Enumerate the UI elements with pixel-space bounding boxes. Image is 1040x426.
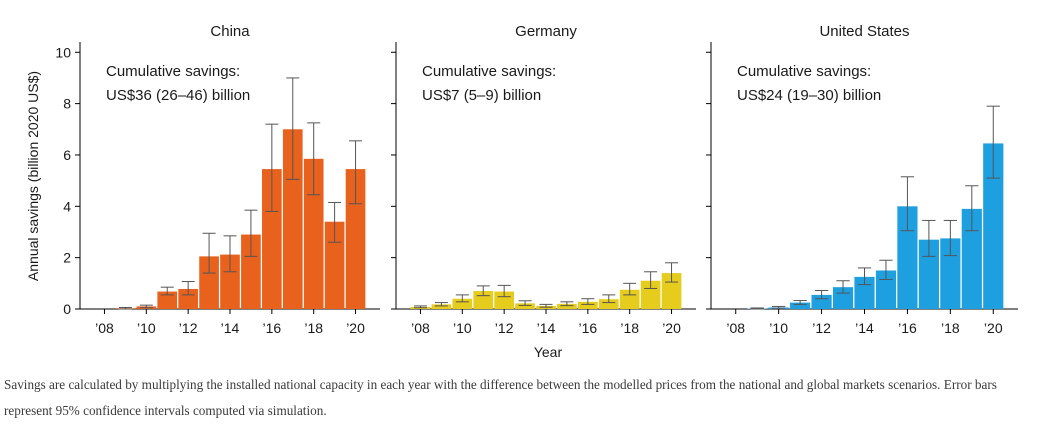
panel-title: China [210, 23, 250, 40]
panel-title: Germany [515, 23, 577, 40]
bar-2019 [324, 221, 345, 309]
x-tick-label: ’14 [537, 320, 556, 336]
y-tick-label: 6 [63, 147, 71, 163]
bar-2017 [598, 299, 619, 309]
bar-2011 [157, 291, 178, 309]
x-tick-label: ’18 [620, 320, 639, 336]
bar-2015 [241, 234, 261, 309]
x-tick-label: ’20 [984, 320, 1003, 336]
x-tick-label: ’16 [263, 320, 282, 336]
y-tick-label: 4 [63, 198, 71, 214]
bar-2011 [790, 302, 811, 309]
bar-2016 [897, 206, 918, 309]
bar-2017 [282, 129, 303, 309]
x-tick-label: ’20 [346, 320, 365, 336]
x-tick-label: ’10 [769, 320, 788, 336]
x-tick-label: ’10 [137, 320, 156, 336]
bar-2010 [452, 298, 473, 309]
panel-title: United States [819, 23, 909, 40]
bar-2019 [640, 280, 661, 309]
x-tick-label: ’12 [812, 320, 831, 336]
x-tick-label: ’16 [898, 320, 917, 336]
bar-2016 [262, 169, 282, 309]
x-tick-label: ’14 [221, 320, 240, 336]
cumulative-savings-annotation: US$36 (26–46) billion [106, 87, 250, 104]
x-tick-label: ’14 [855, 320, 874, 336]
bar-2020 [983, 143, 1004, 309]
x-tick-label: ’08 [95, 320, 114, 336]
cumulative-savings-annotation: Cumulative savings: [737, 63, 871, 80]
bar-2017 [918, 239, 939, 309]
bar-2013 [199, 256, 219, 309]
bar-2012 [178, 288, 198, 309]
bar-2013 [515, 303, 535, 309]
x-tick-label: ’20 [662, 320, 681, 336]
y-tick-label: 2 [63, 250, 71, 266]
x-tick-label: ’18 [304, 320, 323, 336]
savings-chart: 0 2 4 6 8 10 China ’08 ’10 ’12 ’14 ’16 ’18 ’20 Cumulat… [25, 23, 1018, 360]
bar-2009 [431, 304, 452, 309]
cumulative-savings-annotation: US$7 (5–9) billion [422, 87, 541, 104]
x-tick-label: ’18 [941, 320, 960, 336]
x-tick-label: ’16 [579, 320, 598, 336]
y-tick-label: 8 [63, 96, 71, 112]
bar-2016 [578, 301, 598, 309]
x-tick-label: ’12 [495, 320, 514, 336]
bar-2019 [961, 208, 982, 309]
cumulative-savings-annotation: Cumulative savings: [422, 63, 556, 80]
bar-2015 [557, 303, 577, 309]
x-tick-label: ’12 [179, 320, 198, 336]
x-tick-label: ’10 [453, 320, 472, 336]
x-tick-label: ’08 [411, 320, 430, 336]
y-axis-label: Annual savings (billion 2020 US$) [25, 71, 41, 281]
y-tick-label: 10 [55, 44, 71, 60]
bar-2015 [875, 270, 897, 309]
bar-2014 [220, 254, 240, 309]
figure-caption: Savings are calculated by multiplying th… [4, 377, 997, 418]
x-tick-label: ’08 [726, 320, 745, 336]
x-axis-label: Year [534, 344, 563, 360]
y-tick-label: 0 [63, 301, 71, 317]
bar-2012 [494, 291, 514, 309]
cumulative-savings-annotation: US$24 (19–30) billion [737, 87, 881, 104]
cumulative-savings-annotation: Cumulative savings: [106, 63, 240, 80]
bar-2018 [303, 158, 324, 309]
